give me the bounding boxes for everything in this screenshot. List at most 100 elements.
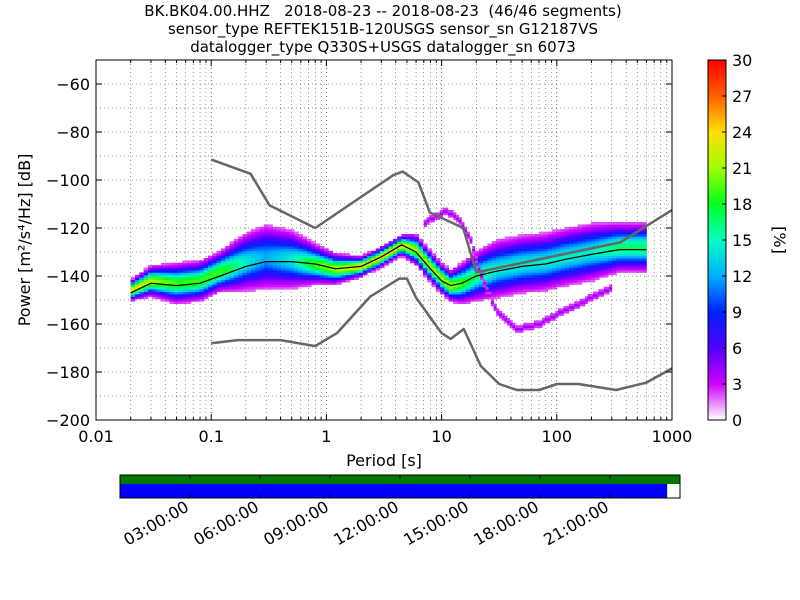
density-cell bbox=[156, 289, 162, 292]
density-cell bbox=[422, 258, 428, 261]
density-cell bbox=[642, 255, 647, 259]
density-cell bbox=[182, 289, 187, 292]
density-cell bbox=[521, 284, 527, 288]
density-cell bbox=[414, 255, 420, 259]
density-cell bbox=[259, 226, 265, 230]
density-cell bbox=[483, 294, 488, 297]
density-cell bbox=[371, 258, 377, 261]
density-cell bbox=[581, 243, 587, 247]
outlier-cell bbox=[498, 313, 503, 316]
density-cell bbox=[607, 255, 613, 259]
density-cell bbox=[624, 255, 630, 259]
y-tick-label: −160 bbox=[46, 315, 90, 334]
density-cell bbox=[487, 289, 493, 292]
density-cell bbox=[594, 243, 600, 247]
density-cell bbox=[603, 234, 609, 237]
density-cell bbox=[637, 231, 643, 235]
density-cell bbox=[530, 267, 536, 271]
density-cell bbox=[491, 262, 497, 266]
density-cell bbox=[581, 277, 587, 280]
density-cell bbox=[212, 258, 218, 261]
density-cell bbox=[564, 262, 570, 266]
density-cell bbox=[461, 289, 467, 292]
density-cell bbox=[263, 229, 269, 232]
density-cell bbox=[637, 250, 643, 254]
density-cell bbox=[637, 224, 643, 228]
density-cell bbox=[298, 238, 304, 242]
density-cell bbox=[487, 279, 493, 283]
density-cell bbox=[225, 286, 230, 290]
density-cell bbox=[379, 250, 385, 254]
density-cell bbox=[319, 272, 325, 276]
density-cell bbox=[543, 289, 548, 292]
density-cell bbox=[629, 226, 634, 230]
density-cell bbox=[233, 265, 239, 268]
density-cell bbox=[281, 236, 286, 240]
density-cell bbox=[526, 272, 531, 276]
density-cell bbox=[478, 262, 484, 266]
density-cell bbox=[624, 258, 630, 261]
density-cell bbox=[384, 255, 389, 259]
density-cell bbox=[208, 255, 213, 259]
density-cell bbox=[487, 272, 493, 276]
density-cell bbox=[233, 282, 239, 285]
density-cell bbox=[263, 262, 269, 266]
outlier-cell bbox=[560, 313, 564, 316]
density-cell bbox=[251, 286, 256, 290]
density-cell bbox=[470, 291, 475, 295]
density-cell bbox=[246, 234, 252, 237]
density-cell bbox=[203, 284, 209, 288]
density-cell bbox=[642, 265, 647, 268]
density-cell bbox=[294, 258, 299, 261]
density-cell bbox=[341, 279, 346, 283]
density-cell bbox=[255, 267, 261, 271]
outlier-cell bbox=[590, 294, 594, 297]
density-cell bbox=[160, 298, 166, 302]
density-cell bbox=[607, 234, 613, 237]
density-cell bbox=[225, 284, 230, 288]
density-cell bbox=[569, 234, 574, 237]
density-cell bbox=[496, 243, 501, 247]
density-cell bbox=[633, 258, 639, 261]
density-cell bbox=[225, 248, 230, 252]
density-cell bbox=[590, 258, 596, 261]
density-cell bbox=[272, 272, 278, 276]
density-cell bbox=[139, 291, 144, 295]
density-cell bbox=[311, 279, 316, 283]
density-cell bbox=[375, 255, 381, 259]
density-cell bbox=[521, 262, 527, 266]
density-cell bbox=[152, 294, 157, 297]
density-cell bbox=[156, 286, 162, 290]
density-cell bbox=[474, 298, 480, 302]
density-cell bbox=[405, 243, 411, 247]
outlier-cell bbox=[447, 210, 452, 213]
density-cell bbox=[470, 294, 475, 297]
density-cell bbox=[586, 267, 591, 271]
density-cell bbox=[195, 284, 200, 288]
density-cell bbox=[427, 248, 432, 252]
density-cell bbox=[465, 296, 471, 300]
density-cell bbox=[504, 277, 510, 280]
density-cell bbox=[169, 289, 175, 292]
density-cell bbox=[577, 282, 583, 285]
outlier-cell bbox=[549, 313, 554, 316]
density-cell bbox=[573, 279, 579, 283]
density-cell bbox=[543, 272, 548, 276]
density-cell bbox=[259, 243, 265, 247]
density-cell bbox=[212, 255, 218, 259]
density-cell bbox=[263, 246, 269, 249]
density-cell bbox=[633, 267, 639, 271]
density-cell bbox=[345, 265, 351, 268]
density-cell bbox=[483, 260, 488, 264]
density-cell bbox=[560, 274, 566, 278]
density-cell bbox=[530, 241, 536, 244]
outlier-cell bbox=[423, 222, 427, 225]
density-cell bbox=[225, 279, 230, 283]
density-cell bbox=[251, 258, 256, 261]
density-cell bbox=[513, 238, 518, 242]
density-cell bbox=[195, 274, 200, 278]
density-cell bbox=[556, 238, 561, 242]
density-cell bbox=[556, 250, 561, 254]
density-cell bbox=[526, 286, 531, 290]
density-cell bbox=[285, 282, 291, 285]
